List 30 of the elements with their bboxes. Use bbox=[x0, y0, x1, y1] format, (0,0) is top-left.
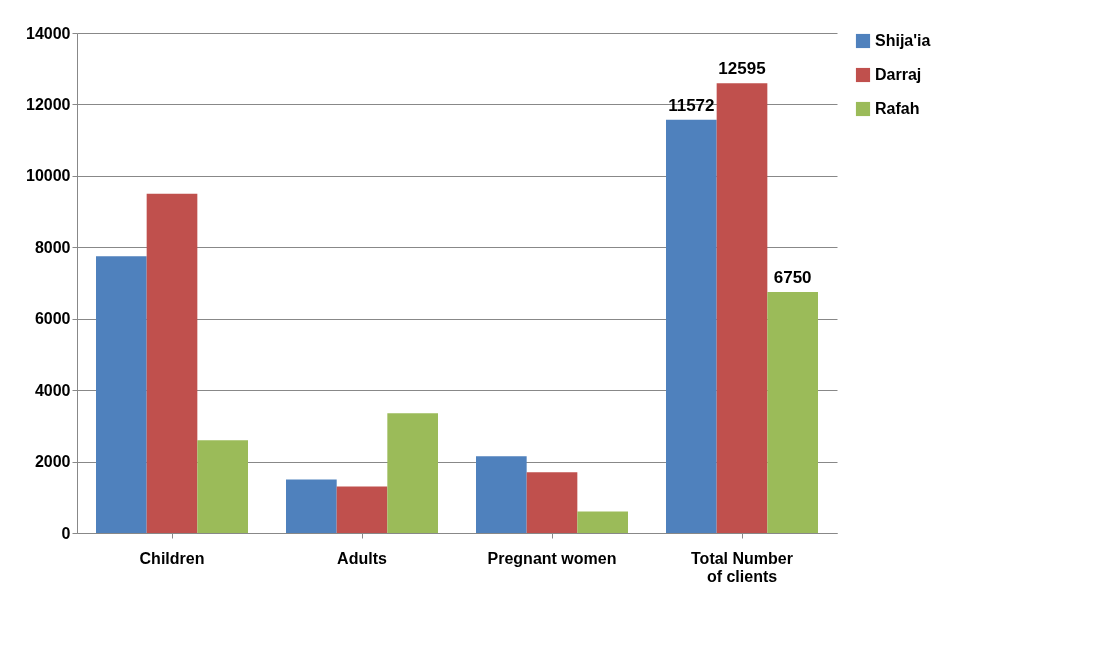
data-label: 11572 bbox=[668, 95, 715, 115]
bar bbox=[96, 256, 147, 533]
bar bbox=[286, 479, 337, 533]
bar bbox=[577, 511, 628, 533]
legend-label: Rafah bbox=[875, 100, 920, 117]
x-tick-label: Pregnant women bbox=[487, 549, 617, 567]
x-tick-label: Adults bbox=[337, 549, 387, 567]
y-tick-label: 12000 bbox=[26, 95, 71, 113]
bar bbox=[767, 291, 818, 533]
y-tick-label: 0 bbox=[61, 524, 71, 542]
y-tick-label: 4000 bbox=[34, 381, 71, 399]
data-label: 12595 bbox=[718, 59, 766, 79]
bar bbox=[666, 119, 717, 533]
bar bbox=[387, 413, 438, 533]
legend-label: Shija'ia bbox=[875, 32, 931, 49]
x-tick-label: Children bbox=[139, 549, 205, 567]
bar bbox=[146, 193, 198, 533]
bar bbox=[716, 83, 768, 533]
y-tick-label: 10000 bbox=[26, 167, 71, 185]
data-label: 6750 bbox=[773, 267, 812, 287]
x-tick-label: Total Number of clients bbox=[691, 549, 793, 585]
y-tick-label: 14000 bbox=[26, 24, 71, 42]
bar bbox=[476, 456, 527, 533]
legend-label: Darraj bbox=[875, 66, 922, 83]
bar bbox=[336, 486, 388, 533]
bar bbox=[197, 440, 248, 533]
bar bbox=[526, 472, 578, 533]
y-tick-label: 6000 bbox=[34, 310, 71, 328]
y-tick-label: 2000 bbox=[34, 453, 71, 471]
y-tick-label: 8000 bbox=[34, 238, 71, 256]
